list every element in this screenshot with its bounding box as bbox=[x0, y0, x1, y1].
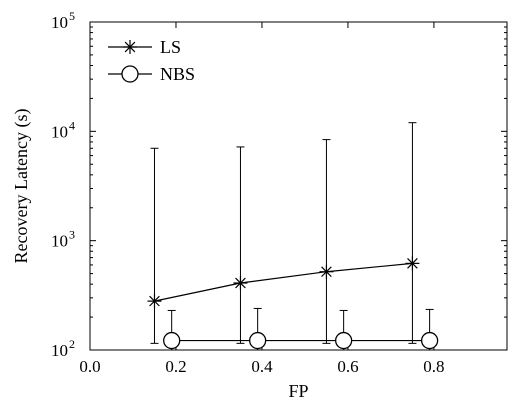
y-tick-label-exponent: 3 bbox=[69, 228, 75, 242]
legend-item-ls: LS bbox=[108, 37, 181, 57]
data-point bbox=[420, 331, 439, 350]
data-point bbox=[163, 331, 181, 350]
legend-marker bbox=[123, 40, 137, 54]
y-axis-label: Recovery Latency (s) bbox=[11, 109, 32, 264]
legend-item-nbs: NBS bbox=[108, 64, 195, 84]
asterisk-stroke bbox=[124, 41, 136, 53]
legend-marker bbox=[121, 65, 139, 83]
y-tick-label-exponent: 4 bbox=[69, 118, 75, 132]
plot-frame bbox=[89, 21, 508, 351]
y-tick-label-base: 10 bbox=[51, 341, 68, 360]
y-tick-label-exponent: 5 bbox=[69, 9, 75, 23]
x-tick-label: 0.0 bbox=[79, 357, 100, 376]
data-point bbox=[233, 276, 248, 291]
data-point bbox=[405, 256, 420, 271]
y-tick-label: 10 bbox=[51, 232, 68, 251]
asterisk-stroke bbox=[407, 258, 418, 269]
data-point bbox=[249, 331, 267, 350]
data-point bbox=[319, 264, 334, 279]
y-tick-label-base: 10 bbox=[51, 232, 68, 251]
legend: LS NBS bbox=[108, 37, 195, 84]
series-line bbox=[154, 262, 413, 302]
y-tick-label: 10 bbox=[51, 341, 68, 360]
asterisk-stroke bbox=[235, 277, 246, 289]
y-tick-label: 10 bbox=[51, 122, 68, 141]
series-nbs bbox=[163, 307, 439, 351]
y-tick-label-base: 10 bbox=[51, 122, 68, 141]
x-tick-label: 0.2 bbox=[165, 357, 186, 376]
y-tick-label-exponent: 2 bbox=[69, 337, 75, 351]
data-point bbox=[147, 294, 162, 309]
series-ls bbox=[147, 122, 420, 344]
data-point bbox=[334, 331, 353, 350]
x-tick-label: 0.6 bbox=[337, 357, 358, 376]
x-tick-label: 0.8 bbox=[423, 357, 444, 376]
x-axis-label: FP bbox=[288, 381, 308, 401]
asterisk-stroke bbox=[321, 266, 332, 278]
legend-label: LS bbox=[160, 37, 181, 57]
legend-label: NBS bbox=[160, 64, 195, 84]
y-tick-label: 10 bbox=[51, 13, 68, 32]
y-tick-label-base: 10 bbox=[51, 13, 68, 32]
x-tick-label: 0.4 bbox=[251, 357, 273, 376]
asterisk-stroke bbox=[149, 295, 160, 307]
